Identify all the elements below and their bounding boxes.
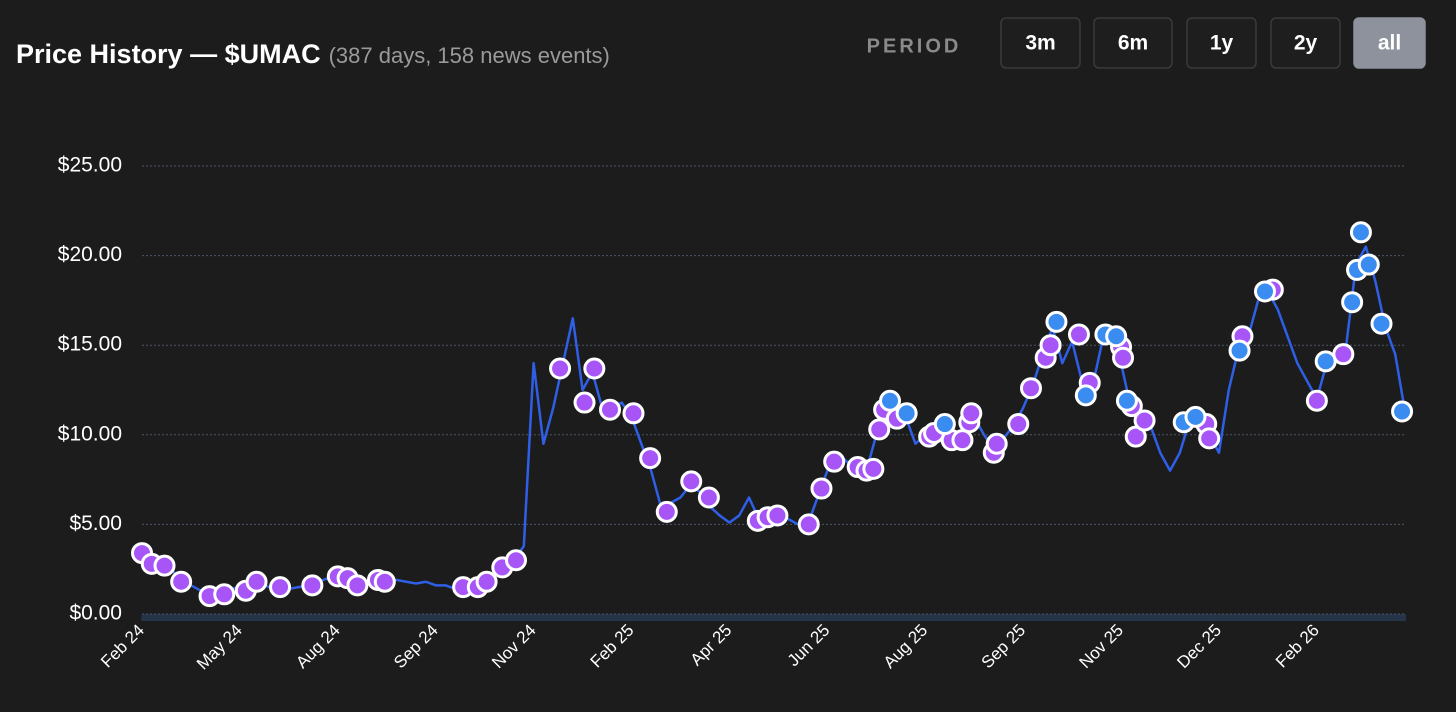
news-event xyxy=(895,402,918,425)
news-event xyxy=(153,554,176,577)
period-button[interactable]: 6m xyxy=(1093,17,1173,69)
news-event xyxy=(1370,312,1393,335)
news-event xyxy=(680,470,703,493)
y-tick-label: $15.00 xyxy=(58,333,122,356)
news-event xyxy=(1314,350,1337,373)
news-event xyxy=(1074,384,1097,407)
news-event xyxy=(1198,427,1221,450)
news-event xyxy=(655,500,678,523)
news-event xyxy=(269,576,292,599)
news-event xyxy=(1184,405,1207,428)
button-label: 6m xyxy=(1118,32,1148,55)
news-event xyxy=(1357,253,1380,276)
button-label: 2y xyxy=(1294,32,1318,55)
news-event xyxy=(797,513,820,536)
chart-title: Price History — $UMAC xyxy=(16,39,321,69)
news-event xyxy=(639,447,662,470)
news-event xyxy=(1067,323,1090,346)
button-bg xyxy=(1353,17,1426,69)
news-event xyxy=(622,402,645,425)
news-event xyxy=(879,389,902,412)
news-event xyxy=(697,486,720,509)
news-event xyxy=(583,357,606,380)
news-event xyxy=(862,457,885,480)
news-event xyxy=(475,570,498,593)
news-event xyxy=(1349,221,1372,244)
news-event xyxy=(960,402,983,425)
y-tick-label: $5.00 xyxy=(69,512,122,535)
chart-subtitle: (387 days, 158 news events) xyxy=(329,43,610,68)
news-event xyxy=(1253,280,1276,303)
news-event xyxy=(766,504,789,527)
news-event xyxy=(1045,310,1068,333)
news-event xyxy=(1124,425,1147,448)
button-bg xyxy=(1270,17,1341,69)
y-tick-label: $20.00 xyxy=(58,243,122,266)
period-label: PERIOD xyxy=(867,35,962,57)
news-event xyxy=(810,477,833,500)
period-button[interactable]: 3m xyxy=(1000,17,1081,69)
button-label: all xyxy=(1378,32,1401,55)
news-event xyxy=(373,570,396,593)
y-tick-label: $10.00 xyxy=(58,422,122,445)
period-button[interactable]: 1y xyxy=(1186,17,1257,69)
button-label: 3m xyxy=(1025,32,1055,55)
news-event xyxy=(1007,413,1030,436)
news-event xyxy=(823,450,846,473)
news-event xyxy=(985,432,1008,455)
news-event xyxy=(1391,400,1414,423)
news-event xyxy=(598,398,621,421)
news-event xyxy=(213,583,236,606)
news-event xyxy=(951,429,974,452)
news-event xyxy=(933,413,956,436)
news-event xyxy=(1228,339,1251,362)
news-event xyxy=(549,357,572,380)
button-bg xyxy=(1093,17,1173,69)
news-event xyxy=(1305,389,1328,412)
period-button[interactable]: 2y xyxy=(1270,17,1341,69)
news-event xyxy=(346,574,369,597)
button-bg xyxy=(1000,17,1081,69)
x-axis-band xyxy=(142,614,1406,621)
news-event xyxy=(170,570,193,593)
news-event xyxy=(1133,409,1156,432)
y-tick-label: $25.00 xyxy=(58,154,122,177)
y-tick-label: $0.00 xyxy=(69,602,122,625)
button-bg xyxy=(1186,17,1257,69)
news-event xyxy=(245,570,268,593)
news-event xyxy=(1341,291,1364,314)
news-event xyxy=(505,549,528,572)
news-event xyxy=(301,574,324,597)
news-event xyxy=(1115,389,1138,412)
news-event xyxy=(1019,377,1042,400)
button-label: 1y xyxy=(1210,32,1234,55)
news-event xyxy=(1105,325,1128,348)
news-event xyxy=(1039,334,1062,357)
news-event xyxy=(868,418,891,441)
period-button[interactable]: all xyxy=(1353,17,1426,69)
news-event xyxy=(573,391,596,414)
news-event xyxy=(1112,346,1135,369)
